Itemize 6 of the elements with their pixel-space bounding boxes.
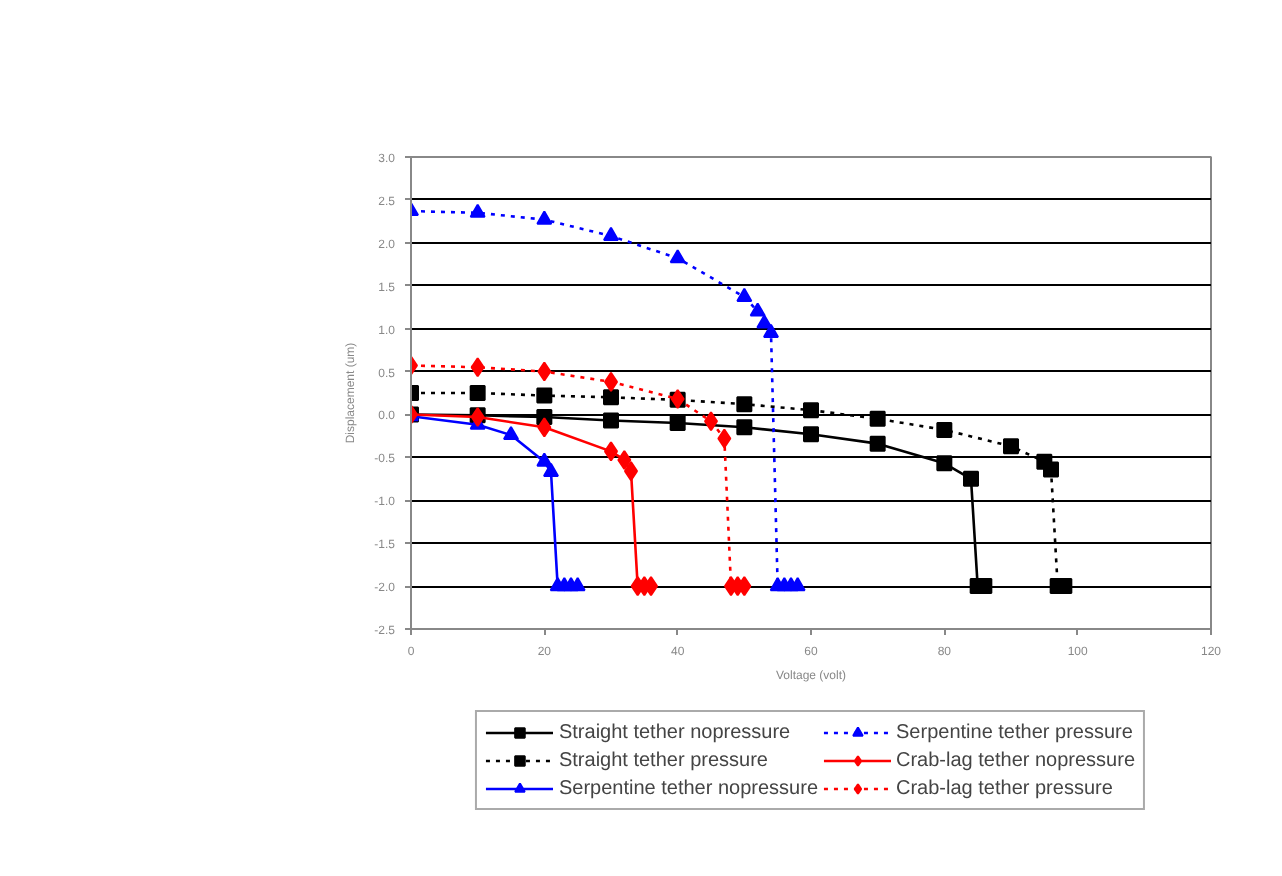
legend-label: Straight tether pressure bbox=[558, 748, 768, 772]
legend-label: Crab-lag tether nopressure bbox=[896, 748, 1136, 772]
legend-label: Serpentine tether nopressure bbox=[558, 776, 819, 800]
legend-label: Straight tether nopressure bbox=[558, 720, 791, 744]
legend-label: Serpentine tether pressure bbox=[896, 720, 1133, 744]
legend-label: Crab-lag tether pressure bbox=[896, 776, 1113, 800]
